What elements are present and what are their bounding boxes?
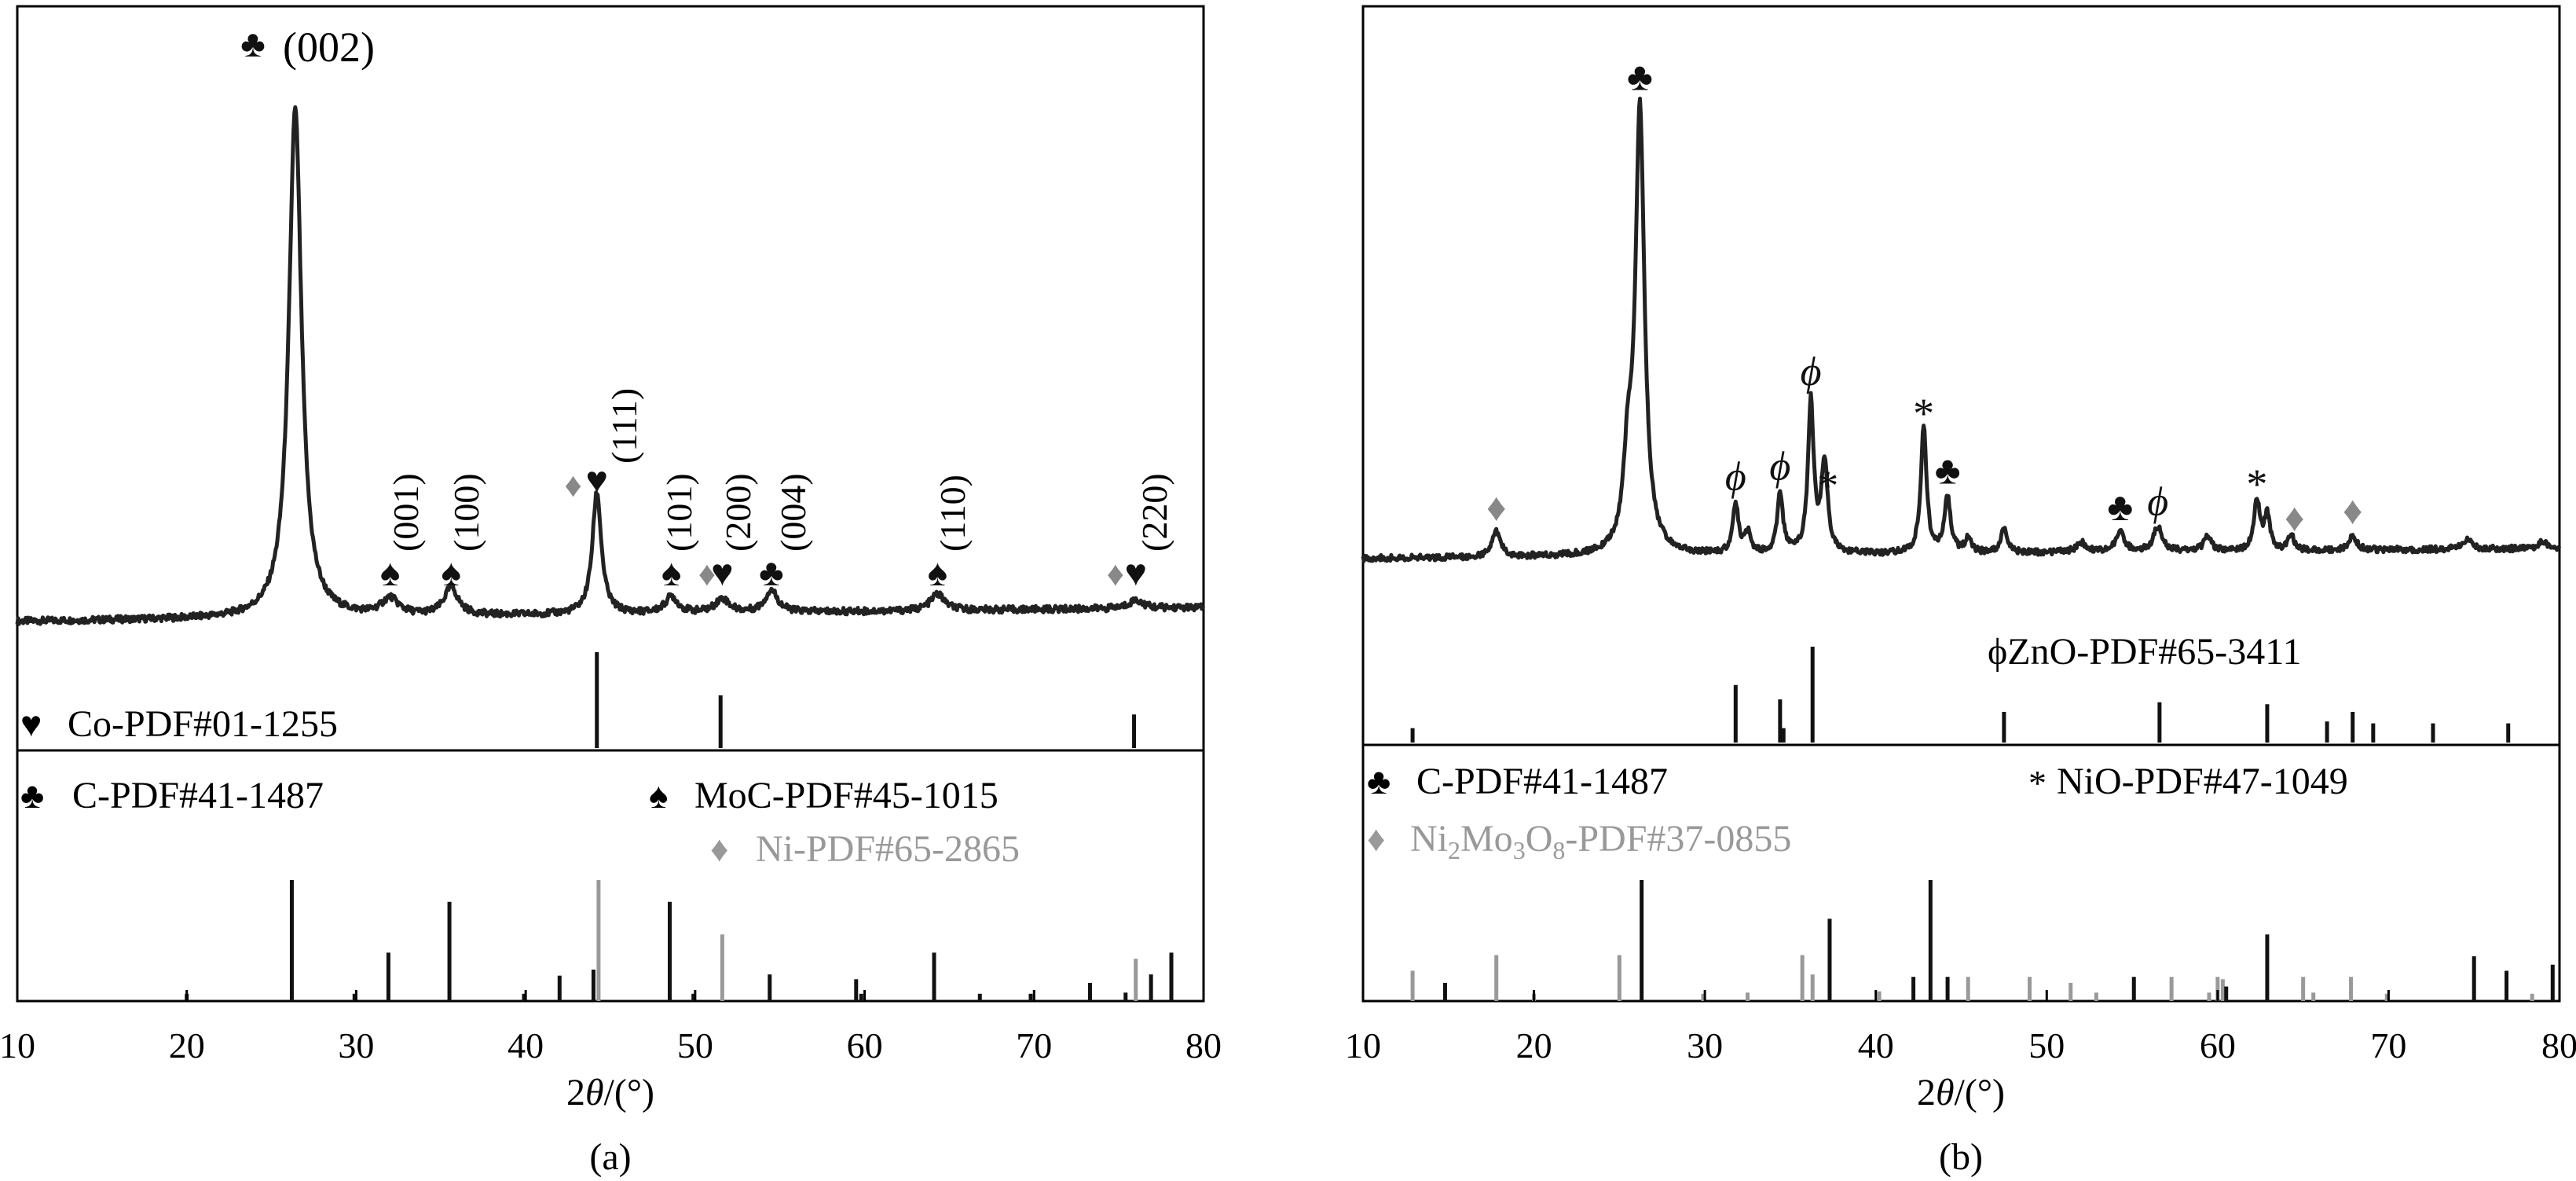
panel-b-x-axis: 10 20 30 40 50 60 70 80 (1345, 990, 2576, 1065)
x-tick-label-30: 30 (338, 1025, 374, 1065)
peak-marker-3: ϕ (1769, 445, 1790, 490)
x-tick-label-50: 50 (677, 1025, 713, 1065)
xrd-pattern-line (1361, 97, 2562, 563)
extra-marker-2: ♦ (1107, 555, 1124, 593)
x-tick-label-40: 40 (1858, 1025, 1894, 1065)
x-tick-label-30: 30 (1687, 1025, 1723, 1065)
x-tick-label-60: 60 (847, 1025, 883, 1065)
panel-a: 10 20 30 40 50 60 70 80 ♣♠ ♠♥♠ ♥ ♣ ♠ ♥♦♦ ♦ (002) (001… (0, 5, 1222, 1178)
legend-nio-icon: * (2028, 763, 2047, 803)
legend-nio-text: NiO-PDF#47-1049 (2057, 761, 2348, 802)
x-tick-label-80: 80 (2541, 1025, 2576, 1065)
label-220: (220) (1134, 473, 1174, 552)
panel-a-caption: (a) (589, 1136, 631, 1178)
legend-ni-icon: ♦ (710, 829, 728, 869)
panel-b-frame (1361, 5, 2561, 1003)
extra-marker-0: ♦ (564, 466, 581, 504)
legend-c-text-b: C-PDF#41-1487 (1416, 761, 1668, 802)
panel-a-ref-bottom (185, 880, 1174, 1001)
label-101: (101) (659, 473, 699, 552)
panel-b-pattern (1361, 97, 2562, 563)
panel-b-annotations: ♦♣ϕ ϕϕ**♣♣ ϕ *♦ ♦ (1486, 54, 2363, 539)
x-tick-label-10: 10 (1345, 1025, 1381, 1065)
peak-marker-5: * (1817, 462, 1838, 509)
panel-a-ref-top (595, 652, 1137, 748)
x-tick-label-50: 50 (2028, 1025, 2065, 1065)
label-001: (001) (386, 473, 426, 552)
peak-marker-0: ♦ (1486, 485, 1507, 529)
legend-co-text: Co-PDF#01-1255 (68, 703, 338, 745)
legend-moc-text: MoC-PDF#45-1015 (694, 775, 999, 816)
legend-c-icon: ♣ (20, 776, 44, 816)
x-tick-label-60: 60 (2200, 1025, 2236, 1065)
peak-marker-12: ♦ (2343, 489, 2363, 533)
label-004: (004) (773, 473, 813, 552)
panel-b-ref-top (1410, 647, 2511, 743)
peak-marker-5: ♥ (711, 552, 734, 594)
peak-marker-3: ♥ (585, 460, 608, 501)
x-tick-label-70: 70 (2370, 1025, 2406, 1065)
peak-marker-1: ♠ (380, 552, 401, 594)
panel-a-xlabel: 2θ/(°) (566, 1072, 654, 1113)
panel-a-annotations: ♣♠ ♠♥♠ ♥ ♣ ♠ ♥♦♦ ♦ (240, 24, 1147, 594)
peak-marker-9: ϕ (2147, 479, 2168, 524)
peak-marker-6: * (1913, 390, 1934, 437)
peak-marker-0: ♣ (240, 24, 266, 65)
peak-marker-4: ♠ (661, 552, 682, 594)
legend-ni-text: Ni-PDF#65-2865 (756, 828, 1020, 870)
panel-b: 10 20 30 40 50 60 70 80 ♦♣ϕ ϕϕ**♣♣ ϕ *♦ ♦ ϕZnO-PDF#… (1345, 5, 2576, 1178)
peak-marker-8: ♥ (1124, 552, 1147, 594)
peak-marker-4: ϕ (1801, 350, 1822, 394)
xrd-pattern-line (15, 105, 1206, 626)
panel-a-frame (16, 5, 1205, 1003)
peak-marker-2: ♠ (441, 552, 461, 594)
panel-b-xlabel: 2θ/(°) (1917, 1072, 2005, 1113)
peak-marker-8: ♣ (2107, 485, 2133, 529)
legend-nimo-icon: ♦ (1367, 819, 1385, 859)
peak-marker-1: ♣ (1627, 54, 1653, 98)
label-200: (200) (718, 473, 758, 552)
panel-a-x-axis: 10 20 30 40 50 60 70 80 (0, 990, 1222, 1065)
x-tick-label-80: 80 (1185, 1025, 1222, 1065)
legend-co-icon: ♥ (20, 704, 42, 744)
peak-marker-10: * (2246, 460, 2267, 508)
x-tick-label-40: 40 (508, 1025, 544, 1065)
label-111: (111) (604, 388, 644, 464)
label-110: (110) (933, 475, 973, 552)
x-tick-label-20: 20 (1516, 1025, 1552, 1065)
legend-moc-icon: ♠ (649, 776, 668, 816)
x-tick-label-20: 20 (169, 1025, 205, 1065)
panel-b-caption: (b) (1939, 1136, 1983, 1178)
peak-marker-11: ♦ (2285, 496, 2305, 540)
legend-c-text: C-PDF#41-1487 (72, 775, 324, 816)
legend-c-icon-b: ♣ (1367, 761, 1391, 801)
peak-marker-7: ♠ (928, 552, 948, 594)
peak-marker-6: ♣ (759, 552, 784, 594)
legend-zno-text: ϕZnO-PDF#65-3411 (1988, 631, 2302, 673)
legend-nimo-text: Ni2Mo3O8-PDF#37-0855 (1410, 818, 1791, 864)
panel-a-pattern (15, 105, 1206, 626)
extra-marker-1: ♦ (698, 555, 716, 593)
x-tick-label-70: 70 (1016, 1025, 1052, 1065)
label-100: (100) (446, 473, 486, 552)
peak-marker-2: ϕ (1725, 455, 1746, 500)
peak-marker-7: ♣ (1935, 449, 1961, 493)
label-002: (002) (283, 24, 375, 71)
panel-b-ref-bottom (1410, 880, 2555, 1001)
x-tick-label-10: 10 (0, 1025, 35, 1065)
